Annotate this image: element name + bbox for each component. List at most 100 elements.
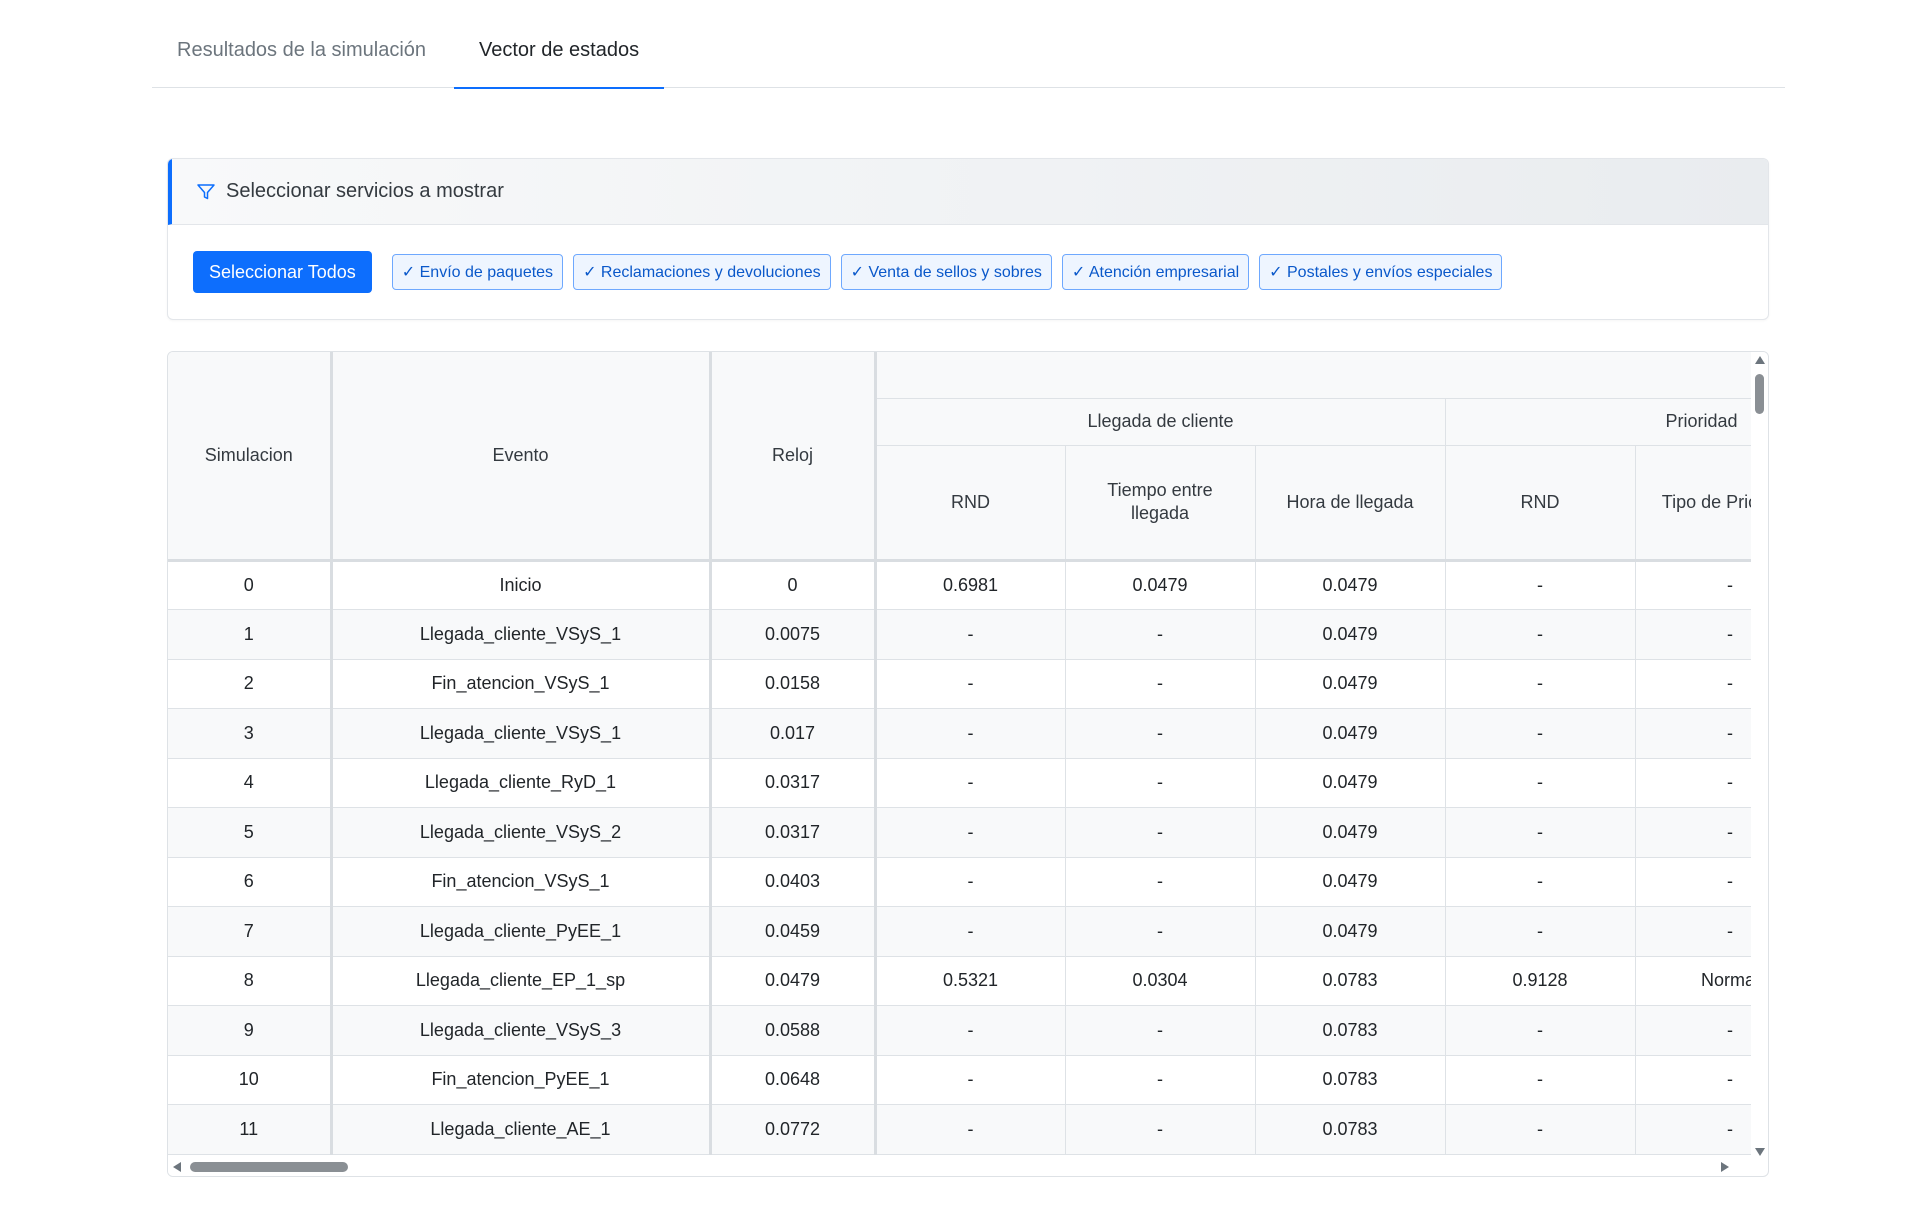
cell-hora-de-llegada: 0.0479 bbox=[1255, 609, 1446, 660]
cell-rnd-prioridad: - bbox=[1445, 807, 1636, 858]
cell-hora-de-llegada: 0.0783 bbox=[1255, 1005, 1446, 1056]
cell-reloj: 0.0317 bbox=[710, 758, 877, 808]
cell-tipo-de-prioridad: - bbox=[1635, 659, 1753, 709]
cell-tiempo-entre-llegada: - bbox=[1065, 659, 1256, 709]
scroll-left-icon[interactable] bbox=[173, 1162, 181, 1172]
cell-tipo-de-prioridad: - bbox=[1635, 560, 1753, 610]
state-vector-table: Simulacion Evento Reloj Llegada de clien… bbox=[168, 352, 1753, 1155]
table-row[interactable]: 11 Llegada_cliente_AE_1 0.0772- -0.0783- - bbox=[168, 1104, 1753, 1155]
cell-hora-de-llegada: 0.0783 bbox=[1255, 1055, 1446, 1105]
cell-evento: Llegada_cliente_VSyS_1 bbox=[331, 609, 712, 660]
table-row[interactable]: 8 Llegada_cliente_EP_1_sp 0.0479 0.5321 0.03… bbox=[168, 956, 1753, 1006]
table-row[interactable]: 3 Llegada_cliente_VSyS_1 0.017- -0.0479- - bbox=[168, 708, 1753, 759]
horizontal-scrollbar[interactable] bbox=[168, 1158, 1753, 1176]
header-rnd[interactable]: RND bbox=[875, 445, 1066, 562]
cell-rnd: - bbox=[875, 857, 1066, 907]
header-group-prioridad: Prioridad bbox=[1445, 398, 1753, 446]
cell-simulacion: 8 bbox=[168, 956, 333, 1006]
cell-evento: Llegada_cliente_AE_1 bbox=[331, 1104, 712, 1155]
cell-reloj: 0.0648 bbox=[710, 1055, 877, 1105]
cell-simulacion: 9 bbox=[168, 1005, 333, 1056]
table-row[interactable]: 1 Llegada_cliente_VSyS_1 0.0075- -0.0479- - bbox=[168, 609, 1753, 660]
cell-rnd-prioridad: - bbox=[1445, 708, 1636, 759]
cell-hora-de-llegada: 0.0479 bbox=[1255, 708, 1446, 759]
scroll-right-icon[interactable] bbox=[1721, 1162, 1729, 1172]
cell-tiempo-entre-llegada: - bbox=[1065, 1104, 1256, 1155]
cell-simulacion: 4 bbox=[168, 758, 333, 808]
cell-evento: Fin_atencion_PyEE_1 bbox=[331, 1055, 712, 1105]
cell-tipo-de-prioridad: - bbox=[1635, 1005, 1753, 1056]
cell-tipo-de-prioridad: - bbox=[1635, 758, 1753, 808]
cell-rnd: - bbox=[875, 609, 1066, 660]
cell-simulacion: 7 bbox=[168, 906, 333, 957]
cell-rnd: - bbox=[875, 708, 1066, 759]
cell-evento: Fin_atencion_VSyS_1 bbox=[331, 857, 712, 907]
cell-rnd: - bbox=[875, 1104, 1066, 1155]
cell-hora-de-llegada: 0.0479 bbox=[1255, 560, 1446, 610]
vertical-scroll-thumb[interactable] bbox=[1755, 374, 1764, 414]
horizontal-scroll-thumb[interactable] bbox=[190, 1162, 348, 1172]
cell-rnd-prioridad: - bbox=[1445, 1104, 1636, 1155]
cell-simulacion: 5 bbox=[168, 807, 333, 858]
cell-tipo-de-prioridad: - bbox=[1635, 1104, 1753, 1155]
service-chip-envio-paquetes[interactable]: ✓ Envío de paquetes bbox=[391, 254, 564, 290]
service-filter-title: Seleccionar servicios a mostrar bbox=[226, 180, 504, 202]
cell-simulacion: 1 bbox=[168, 609, 333, 660]
scroll-down-icon[interactable] bbox=[1755, 1148, 1765, 1156]
cell-reloj: 0.0479 bbox=[710, 956, 877, 1006]
tab-vector-de-estados[interactable]: Vector de estados bbox=[454, 28, 665, 89]
header-rnd-prioridad[interactable]: RND bbox=[1445, 445, 1636, 562]
cell-simulacion: 2 bbox=[168, 659, 333, 709]
table-row[interactable]: 4 Llegada_cliente_RyD_1 0.0317- -0.0479- - bbox=[168, 758, 1753, 808]
cell-reloj: 0.017 bbox=[710, 708, 877, 759]
state-vector-table-container[interactable]: Simulacion Evento Reloj Llegada de clien… bbox=[167, 351, 1769, 1177]
header-tipo-de-prioridad[interactable]: Tipo de Prioridad bbox=[1635, 445, 1753, 562]
cell-tiempo-entre-llegada: - bbox=[1065, 857, 1256, 907]
cell-rnd: - bbox=[875, 906, 1066, 957]
table-row[interactable]: 0 Inicio 0 0.6981 0.0479 0.0479- - bbox=[168, 560, 1753, 610]
header-tiempo-entre-llegada[interactable]: Tiempo entre llegada bbox=[1065, 445, 1256, 562]
cell-rnd-prioridad: - bbox=[1445, 560, 1636, 610]
cell-rnd-prioridad: - bbox=[1445, 906, 1636, 957]
cell-rnd-prioridad: - bbox=[1445, 1055, 1636, 1105]
service-chip-reclamaciones-devoluciones[interactable]: ✓ Reclamaciones y devoluciones bbox=[573, 254, 831, 290]
header-evento[interactable]: Evento bbox=[331, 352, 712, 562]
cell-reloj: 0 bbox=[710, 560, 877, 610]
table-row[interactable]: 10 Fin_atencion_PyEE_1 0.0648- -0.0783- - bbox=[168, 1055, 1753, 1105]
cell-rnd: - bbox=[875, 1005, 1066, 1056]
cell-tipo-de-prioridad: - bbox=[1635, 906, 1753, 957]
service-filter-card: Seleccionar servicios a mostrar Seleccio… bbox=[167, 158, 1769, 320]
cell-rnd-prioridad: 0.9128 bbox=[1445, 956, 1636, 1006]
cell-evento: Fin_atencion_VSyS_1 bbox=[331, 659, 712, 709]
cell-reloj: 0.0317 bbox=[710, 807, 877, 858]
cell-evento: Llegada_cliente_EP_1_sp bbox=[331, 956, 712, 1006]
header-simulacion[interactable]: Simulacion bbox=[168, 352, 333, 562]
header-hora-de-llegada[interactable]: Hora de llegada bbox=[1255, 445, 1446, 562]
table-row[interactable]: 6 Fin_atencion_VSyS_1 0.0403- -0.0479- - bbox=[168, 857, 1753, 907]
header-reloj[interactable]: Reloj bbox=[710, 352, 877, 562]
cell-rnd: - bbox=[875, 807, 1066, 858]
vertical-scrollbar[interactable] bbox=[1751, 352, 1768, 1160]
service-chip-venta-sellos-sobres[interactable]: ✓ Venta de sellos y sobres bbox=[840, 254, 1052, 290]
cell-tiempo-entre-llegada: - bbox=[1065, 1055, 1256, 1105]
table-row[interactable]: 7 Llegada_cliente_PyEE_1 0.0459- -0.0479- - bbox=[168, 906, 1753, 957]
cell-rnd: 0.5321 bbox=[875, 956, 1066, 1006]
cell-simulacion: 11 bbox=[168, 1104, 333, 1155]
cell-tipo-de-prioridad: - bbox=[1635, 708, 1753, 759]
service-chip-postales-envios-especiales[interactable]: ✓ Postales y envíos especiales bbox=[1259, 254, 1503, 290]
service-chip-atencion-empresarial[interactable]: ✓ Atención empresarial bbox=[1061, 254, 1250, 290]
scroll-up-icon[interactable] bbox=[1755, 356, 1765, 364]
cell-tiempo-entre-llegada: - bbox=[1065, 807, 1256, 858]
table-row[interactable]: 9 Llegada_cliente_VSyS_3 0.0588- -0.0783- - bbox=[168, 1005, 1753, 1056]
tab-resultados-simulacion[interactable]: Resultados de la simulación bbox=[177, 39, 427, 61]
cell-tipo-de-prioridad: - bbox=[1635, 609, 1753, 660]
select-all-button[interactable]: Seleccionar Todos bbox=[193, 251, 372, 293]
cell-tipo-de-prioridad: - bbox=[1635, 1055, 1753, 1105]
cell-tiempo-entre-llegada: - bbox=[1065, 1005, 1256, 1056]
tab-bar: Resultados de la simulación Vector de es… bbox=[152, 28, 1785, 89]
cell-simulacion: 6 bbox=[168, 857, 333, 907]
cell-hora-de-llegada: 0.0479 bbox=[1255, 758, 1446, 808]
table-row[interactable]: 2 Fin_atencion_VSyS_1 0.0158- -0.0479- - bbox=[168, 659, 1753, 709]
table-row[interactable]: 5 Llegada_cliente_VSyS_2 0.0317- -0.0479- - bbox=[168, 807, 1753, 858]
cell-reloj: 0.0772 bbox=[710, 1104, 877, 1155]
